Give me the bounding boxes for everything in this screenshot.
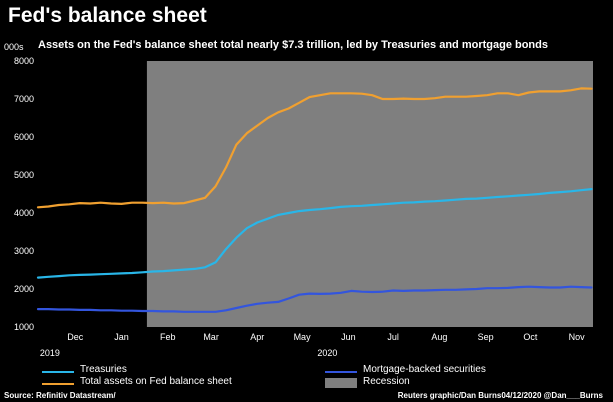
- y-tick-label: 5000: [14, 170, 34, 180]
- legend-swatch-total: [42, 383, 74, 385]
- graphic-credit: Reuters graphic/Dan Burns04/12/2020 @Dan…: [397, 391, 603, 400]
- x-tick-label: Jul: [387, 332, 399, 342]
- x-tick-label: Jan: [114, 332, 129, 342]
- legend-label-treasuries: Treasuries: [80, 364, 127, 375]
- series-line-total: [36, 87, 593, 209]
- x-tick-label: Apr: [250, 332, 264, 342]
- y-tick-label: 7000: [14, 94, 34, 104]
- legend-swatch-recession: [325, 378, 357, 388]
- y-tick-label: 2000: [14, 284, 34, 294]
- y-tick-label: 8000: [14, 56, 34, 66]
- legend-label-mbs: Mortgage-backed securities: [363, 364, 486, 375]
- legend-swatch-mbs: [325, 371, 357, 373]
- series-line-mbs: [36, 285, 593, 313]
- recession-band: [146, 61, 593, 327]
- x-tick-label: Nov: [569, 332, 586, 342]
- x-tick-label: Jun: [341, 332, 356, 342]
- source-note: Source: Refinitiv Datastream/: [4, 391, 116, 400]
- chart-subtitle: Assets on the Fed's balance sheet total …: [38, 39, 548, 51]
- legend-label-recession: Recession: [363, 376, 410, 387]
- x-tick-label: May: [294, 332, 312, 342]
- x-tick-label: Mar: [203, 332, 219, 342]
- x-tick-label: Oct: [523, 332, 538, 342]
- y-tick-label: 4000: [14, 208, 34, 218]
- x-year-label: 2019: [40, 348, 60, 358]
- x-year-label: 2020: [317, 348, 337, 358]
- x-tick-label: Aug: [431, 332, 447, 342]
- y-tick-label: 6000: [14, 132, 34, 142]
- x-tick-label: Feb: [160, 332, 176, 342]
- x-tick-label: Sep: [478, 332, 494, 342]
- y-tick-label: 1000: [14, 322, 34, 332]
- series-line-treasuries: [36, 188, 593, 279]
- y-tick-label: 3000: [14, 246, 34, 256]
- chart-title: Fed's balance sheet: [8, 4, 207, 27]
- y-axis-units: 000s: [4, 42, 24, 52]
- legend-label-total: Total assets on Fed balance sheet: [80, 376, 232, 387]
- x-tick-label: Dec: [67, 332, 84, 342]
- legend-swatch-treasuries: [42, 371, 74, 373]
